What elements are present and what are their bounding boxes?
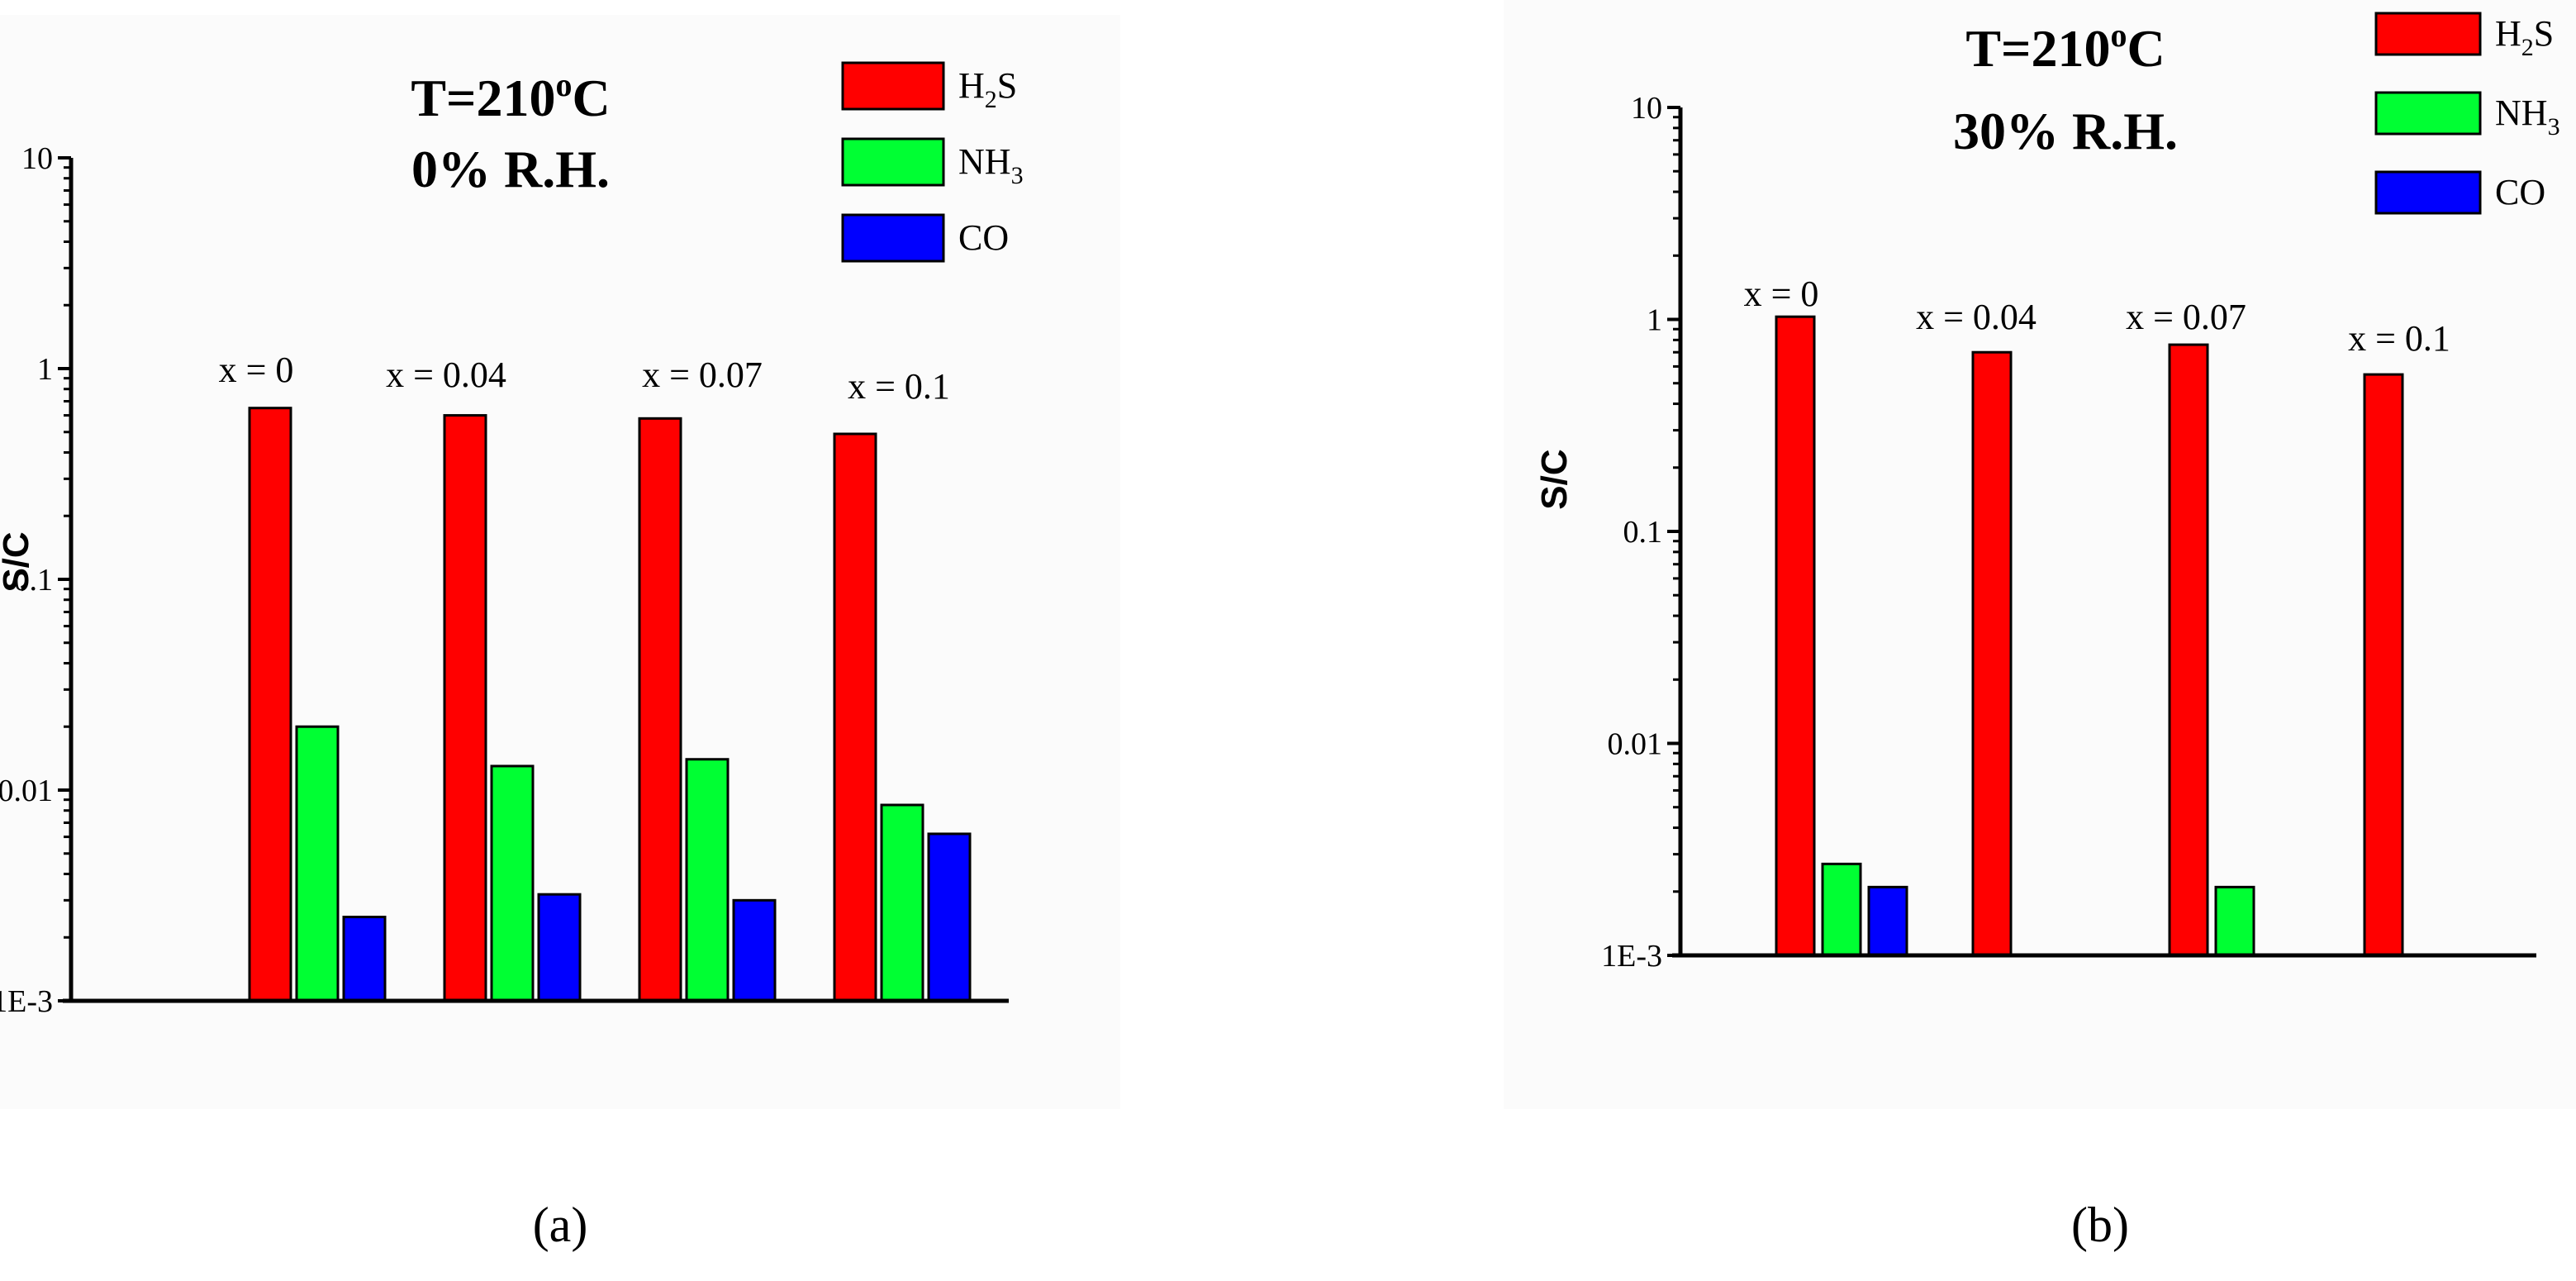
category-label: x = 0 bbox=[219, 350, 294, 390]
panel-label: (b) bbox=[2071, 1198, 2129, 1252]
bar-nh3-3 bbox=[2214, 885, 2255, 957]
bar-co-1 bbox=[342, 916, 387, 1002]
bar-h2s-4 bbox=[2363, 373, 2404, 957]
y-tick-label: 1E-3 bbox=[0, 984, 53, 1019]
bar-h2s-4 bbox=[833, 432, 877, 1002]
legend-label: CO bbox=[2495, 172, 2545, 212]
bar-nh3-1 bbox=[295, 725, 340, 1002]
legend-label: H2S bbox=[958, 65, 1017, 113]
bar-co-1 bbox=[1867, 885, 1908, 957]
panel-background bbox=[1504, 0, 2576, 1109]
y-tick-label: 0.1 bbox=[1623, 515, 1663, 550]
chart-panel-b: 1E-3 0.01 0.1 1 10 S/C x = 0 x = 0.04 x = 0.07 x … bbox=[1504, 0, 2576, 1252]
bar-h2s-2 bbox=[443, 414, 487, 1002]
bar-nh3-4 bbox=[880, 803, 924, 1002]
bar-h2s-3 bbox=[638, 417, 682, 1002]
y-tick-label: 0.01 bbox=[1608, 727, 1663, 762]
chart-subtitle: 30% R.H. bbox=[1953, 102, 2178, 160]
legend-swatch-h2s bbox=[841, 61, 945, 111]
legend-swatch-co bbox=[2374, 170, 2482, 215]
bar-co-3 bbox=[732, 898, 777, 1002]
chart-title: T=210oC bbox=[1965, 17, 2165, 78]
legend-swatch-co bbox=[841, 213, 945, 263]
bar-h2s-1 bbox=[248, 407, 292, 1002]
y-axis-label: S/C bbox=[0, 531, 36, 592]
category-label: x = 0.07 bbox=[642, 355, 763, 395]
bar-nh3-3 bbox=[685, 758, 730, 1002]
y-tick-label: 10 bbox=[1631, 91, 1662, 126]
y-tick-label: 1 bbox=[1647, 303, 1662, 338]
bar-h2s-3 bbox=[2168, 343, 2209, 957]
category-label: x = 0.1 bbox=[2348, 318, 2450, 359]
y-axis-label: S/C bbox=[1534, 449, 1575, 509]
category-label: x = 0.1 bbox=[848, 366, 950, 407]
y-tick-label: 1E-3 bbox=[1601, 939, 1662, 974]
bar-h2s-1 bbox=[1775, 315, 1816, 957]
legend-swatch-nh3 bbox=[2374, 91, 2482, 136]
legend-label: CO bbox=[958, 217, 1009, 258]
y-tick-label: 0.01 bbox=[0, 774, 53, 808]
bar-nh3-1 bbox=[1821, 862, 1862, 957]
category-label: x = 0.04 bbox=[1916, 297, 2037, 337]
legend-label: H2S bbox=[2495, 13, 2554, 61]
bar-co-2 bbox=[537, 893, 582, 1002]
legend-swatch-nh3 bbox=[841, 137, 945, 187]
category-label: x = 0 bbox=[1744, 274, 1819, 314]
bar-nh3-2 bbox=[490, 764, 535, 1002]
y-tick-label: 1 bbox=[37, 352, 53, 387]
chart-panel-a: 1E-3 0.01 0.1 1 10 S/C x = 0 x = 0.04 x = 0.07 x … bbox=[0, 15, 1120, 1252]
panel-label: (a) bbox=[533, 1198, 588, 1252]
legend-label: NH3 bbox=[2495, 93, 2560, 140]
bar-co-4 bbox=[927, 832, 972, 1002]
legend-swatch-h2s bbox=[2374, 12, 2482, 56]
y-tick-label: 0.1 bbox=[14, 563, 54, 598]
legend-label: NH3 bbox=[958, 141, 1024, 189]
y-tick-label: 10 bbox=[21, 141, 53, 176]
category-label: x = 0.07 bbox=[2126, 297, 2246, 337]
chart-subtitle: 0% R.H. bbox=[411, 140, 610, 198]
chart-title: T=210oC bbox=[411, 66, 610, 127]
category-label: x = 0.04 bbox=[386, 355, 506, 395]
bar-h2s-2 bbox=[1971, 350, 2013, 957]
